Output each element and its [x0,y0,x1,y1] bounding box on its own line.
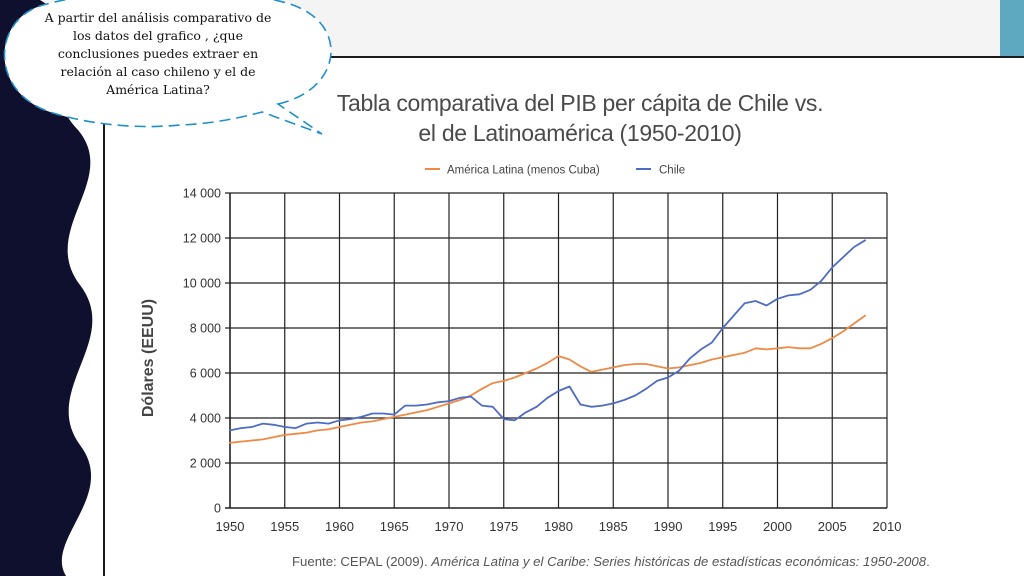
chart-title: Tabla comparativa del PIB per cápita de … [300,88,860,148]
series-lines [229,239,866,444]
x-tick-label: 1955 [270,519,299,534]
x-tick-label: 1970 [435,519,464,534]
x-tick-label: 2010 [873,519,902,534]
question-text: A partir del análisis comparativo de los… [44,10,272,97]
legend-label-chile: Chile [659,165,685,177]
chart-title-line1: Tabla comparativa del PIB per cápita de … [336,90,824,116]
x-tick-label: 1990 [654,519,683,534]
x-tick-label: 1950 [216,519,245,534]
y-tick-label: 12 000 [183,232,221,246]
x-tick-label: 1965 [380,519,409,534]
left-wave-band [0,0,93,576]
source-suffix: . [926,554,930,569]
accent-strip [1000,0,1024,56]
y-tick-label: 10 000 [183,277,221,291]
x-tick-label: 2005 [818,519,847,534]
x-tick-label: 1975 [489,519,518,534]
x-tick-label: 1960 [325,519,354,534]
y-tick-label: 14 000 [183,187,221,201]
series-line-chile [229,239,866,432]
y-tick-label: 0 [214,502,221,516]
y-tick-label: 4 000 [190,412,221,426]
y-tick-label: 2 000 [190,457,221,471]
series-line-america-latina [229,314,866,444]
x-tick-labels: 1950 1955 1960 1965 1970 1975 1980 1985 1990 1995… [216,519,902,534]
x-tick-label: 2000 [763,519,792,534]
y-tick-label: 8 000 [190,322,221,336]
chart-legend: América Latina (menos Cuba) Chile [425,165,685,177]
speech-bubble [3,0,332,135]
y-axis-label: Dólares (EEUU) [140,299,157,417]
y-tick-label: 6 000 [190,367,221,381]
source-title: América Latina y el Caribe: Series histó… [431,554,927,569]
source-prefix: Fuente: CEPAL (2009). [292,554,432,569]
plot-area [225,192,888,509]
source-note: Fuente: CEPAL (2009). América Latina y e… [292,554,1022,569]
x-tick-label: 1985 [599,519,628,534]
x-tick-label: 1980 [544,519,573,534]
chart-title-line2: el de Latinoamérica (1950-2010) [418,120,742,146]
y-tick-labels: 0 2 000 4 000 6 000 8 000 10 000 12 000 14 000 [183,187,221,516]
x-tick-label: 1995 [708,519,737,534]
legend-label-latam: América Latina (menos Cuba) [447,165,600,177]
